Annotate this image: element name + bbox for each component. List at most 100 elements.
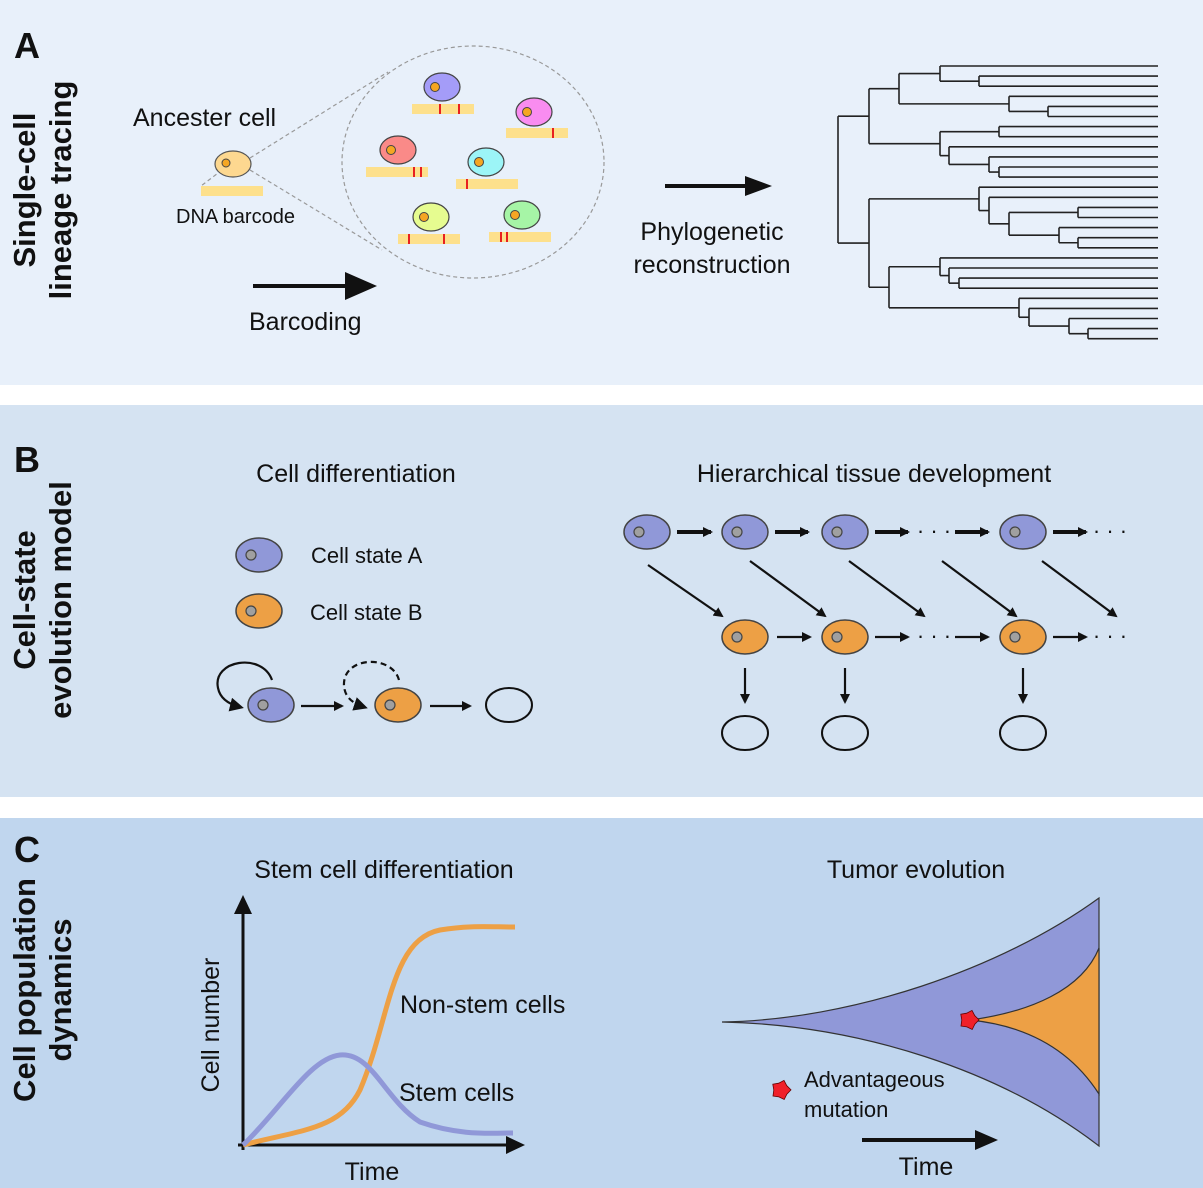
arrow bbox=[1041, 560, 1118, 618]
dashed-self-renewal-arrow bbox=[342, 660, 401, 711]
mutation-star-icon bbox=[960, 1009, 980, 1031]
barcode-mutation bbox=[466, 179, 468, 189]
dna-barcode bbox=[456, 179, 518, 189]
nucleus bbox=[474, 157, 484, 167]
reconstruction-arrowhead bbox=[745, 176, 772, 196]
differentiated-cell bbox=[999, 715, 1047, 751]
dna-barcode bbox=[366, 167, 428, 177]
y-axis-label: Cell number bbox=[197, 958, 225, 1093]
barcode-mutation bbox=[506, 232, 508, 242]
dna-barcode bbox=[412, 104, 474, 114]
arrow bbox=[848, 560, 926, 618]
y-axis-arrowhead bbox=[234, 895, 252, 914]
cell-differentiation-title: Cell differentiation bbox=[256, 460, 456, 488]
barcode-mutation bbox=[420, 167, 422, 177]
panel-a-side-title-2: lineage tracing bbox=[43, 81, 78, 300]
stem-cell bbox=[821, 514, 869, 550]
barcoding-arrowhead bbox=[345, 272, 377, 300]
barcode-mutation bbox=[552, 128, 554, 138]
dna-barcode-label: DNA barcode bbox=[176, 206, 295, 228]
ancestor-cell bbox=[214, 150, 252, 178]
panel-c-side-title-2: dynamics bbox=[43, 918, 78, 1061]
dna-barcode bbox=[398, 234, 460, 244]
hierarchy-diagram: · · · · · · · · · · · · bbox=[623, 514, 1127, 751]
nucleus bbox=[257, 699, 269, 711]
ellipsis: · · · bbox=[917, 623, 951, 648]
nucleus bbox=[731, 526, 743, 538]
mutation-label-1: Advantageous bbox=[804, 1067, 945, 1092]
nucleus bbox=[419, 212, 429, 222]
nucleus bbox=[522, 107, 532, 117]
reconstruction-label: reconstruction bbox=[633, 251, 790, 279]
arrow bbox=[749, 560, 827, 618]
ancestor-cell-label: Ancester cell bbox=[133, 104, 276, 132]
barcode-mutation bbox=[408, 234, 410, 244]
descendant-cell bbox=[515, 97, 553, 127]
cell-b bbox=[374, 687, 422, 723]
arrow bbox=[647, 564, 724, 618]
phylogenetic-tree bbox=[837, 65, 1158, 340]
nucleus bbox=[633, 526, 645, 538]
ellipsis: · · · bbox=[1093, 518, 1127, 543]
time-label: Time bbox=[899, 1153, 954, 1181]
progenitor-cell bbox=[721, 619, 769, 655]
legend-cell-b bbox=[235, 593, 283, 629]
nucleus bbox=[731, 631, 743, 643]
nucleus bbox=[430, 82, 440, 92]
nucleus bbox=[386, 145, 396, 155]
nucleus bbox=[1009, 526, 1021, 538]
barcode-mutation bbox=[413, 167, 415, 177]
panel-b-side-title-2: evolution model bbox=[43, 481, 78, 719]
panel-c-letter: C bbox=[14, 829, 40, 870]
phylogenetic-label: Phylogenetic bbox=[640, 218, 783, 246]
ancestor-nucleus bbox=[221, 158, 231, 168]
nucleus bbox=[384, 699, 396, 711]
descendant-cell bbox=[467, 147, 505, 177]
stem-cell-title: Stem cell differentiation bbox=[254, 856, 513, 884]
descendant-cell bbox=[503, 200, 541, 230]
nucleus bbox=[831, 631, 843, 643]
x-axis-label: Time bbox=[345, 1158, 400, 1186]
panel-b-bg bbox=[0, 405, 1203, 797]
stem-cell bbox=[999, 514, 1047, 550]
barcoding-label: Barcoding bbox=[249, 308, 362, 336]
descendant-cell bbox=[379, 135, 417, 165]
self-renewal-arrow bbox=[216, 661, 274, 712]
cell-a bbox=[247, 687, 295, 723]
arrow bbox=[941, 560, 1018, 618]
non-stem-cells-label: Non-stem cells bbox=[400, 991, 565, 1019]
ancestor-barcode bbox=[201, 186, 263, 196]
x-axis-arrowhead bbox=[506, 1136, 525, 1154]
barcode-mutation bbox=[500, 232, 502, 242]
panel-a-bg bbox=[0, 0, 1203, 385]
progenitor-cell bbox=[821, 619, 869, 655]
ellipsis: · · · bbox=[1093, 623, 1127, 648]
stem-cell bbox=[721, 514, 769, 550]
hierarchical-title: Hierarchical tissue development bbox=[697, 460, 1051, 488]
descendant-cell bbox=[412, 202, 450, 232]
stem-cell bbox=[623, 514, 671, 550]
nucleus bbox=[510, 210, 520, 220]
nucleus bbox=[831, 526, 843, 538]
barcode-mutation bbox=[458, 104, 460, 114]
barcode-mutation bbox=[439, 104, 441, 114]
mutation-legend-star-icon bbox=[772, 1079, 792, 1101]
mutation-label-2: mutation bbox=[804, 1097, 888, 1122]
ellipsis: · · · bbox=[917, 518, 951, 543]
stem-cells-label: Stem cells bbox=[399, 1079, 514, 1107]
tumor-evolution-title: Tumor evolution bbox=[827, 856, 1005, 884]
differentiated-cell bbox=[821, 715, 869, 751]
panel-b-letter: B bbox=[14, 439, 40, 480]
non-stem-cells-curve bbox=[242, 924, 516, 1148]
differentiated-cell bbox=[485, 687, 533, 723]
panel-a-letter: A bbox=[14, 25, 40, 66]
time-arrowhead bbox=[975, 1130, 998, 1150]
panel-b-side-title-1: Cell-state bbox=[7, 530, 42, 670]
legend-label-b: Cell state B bbox=[310, 600, 423, 625]
descendant-cell bbox=[423, 72, 461, 102]
panel-c-side-title-1: Cell population bbox=[7, 878, 42, 1102]
nucleus bbox=[1009, 631, 1021, 643]
differentiated-cell bbox=[721, 715, 769, 751]
descendant-cells bbox=[366, 72, 568, 244]
